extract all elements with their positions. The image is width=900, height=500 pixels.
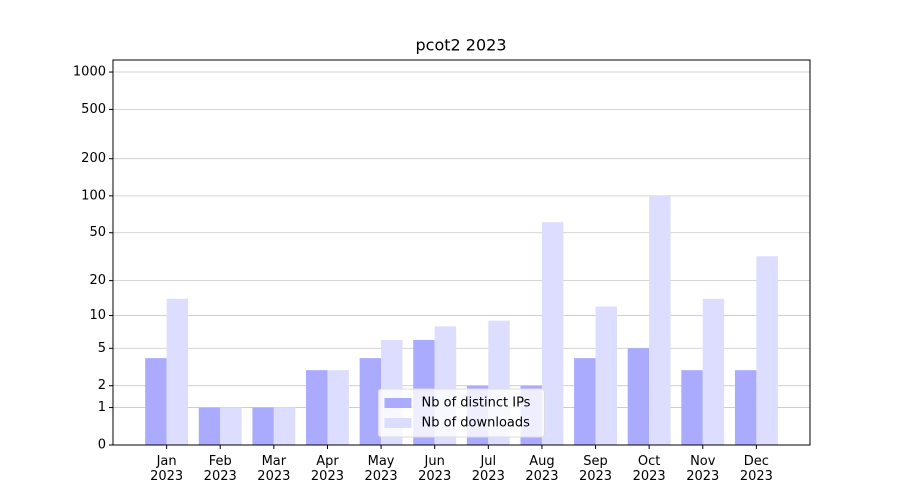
chart-title: pcot2 2023 (416, 36, 507, 55)
y-tick-label: 100 (81, 188, 106, 203)
y-tick-label: 2 (98, 378, 106, 393)
bar (756, 256, 778, 445)
bar (166, 298, 189, 445)
x-tick-label: Oct 2023 (633, 454, 666, 484)
bar (220, 407, 242, 445)
x-tick-label: Apr 2023 (311, 454, 344, 484)
legend: Nb of distinct IPs Nb of downloads (378, 388, 545, 438)
bar (252, 407, 274, 445)
x-tick-label: Aug 2023 (525, 454, 558, 484)
x-tick-label: Jul 2023 (472, 454, 505, 484)
x-tick-label: Nov 2023 (686, 454, 719, 484)
legend-swatch (384, 398, 412, 408)
bar (306, 370, 328, 445)
axes-frame (112, 59, 811, 446)
labels: 0 1 2 5 10 20 50 100 200 500 1000 Jan 2023 Feb 2023 Mar… (73, 65, 773, 484)
bar (273, 407, 296, 445)
bar (734, 370, 757, 445)
x-tick-label: Feb 2023 (204, 454, 237, 484)
x-tick-label: May 2023 (365, 454, 398, 484)
bar (198, 407, 221, 445)
bar (145, 358, 167, 445)
y-tick-label: 20 (89, 273, 106, 288)
bar (649, 195, 671, 445)
legend-swatch (384, 418, 412, 428)
bar (681, 370, 703, 445)
x-tick-label: Sep 2023 (579, 454, 612, 484)
y-tick-label: 1 (98, 400, 106, 415)
x-tick-label: Jun 2023 (418, 454, 451, 484)
y-tick-label: 200 (81, 151, 106, 166)
bar (574, 358, 596, 445)
x-tick-label: Mar 2023 (257, 454, 290, 484)
legend-box (378, 388, 545, 438)
bar (359, 358, 382, 445)
bar (327, 370, 349, 445)
y-tick-label: 0 (98, 438, 106, 453)
y-tick-label: 10 (89, 308, 106, 323)
bar (541, 222, 564, 445)
y-tick-label: 50 (89, 225, 106, 240)
bar (702, 298, 725, 445)
bar (627, 348, 650, 445)
x-tick-label: Jan 2023 (150, 454, 183, 484)
y-tick-label: 500 (81, 102, 106, 117)
legend-label: Nb of downloads (422, 416, 531, 431)
x-tick-label: Dec 2023 (740, 454, 773, 484)
y-tick-label: 5 (98, 341, 106, 356)
bar (595, 306, 617, 445)
y-tick-label: 1000 (73, 65, 106, 80)
legend-label: Nb of distinct IPs (422, 396, 531, 411)
